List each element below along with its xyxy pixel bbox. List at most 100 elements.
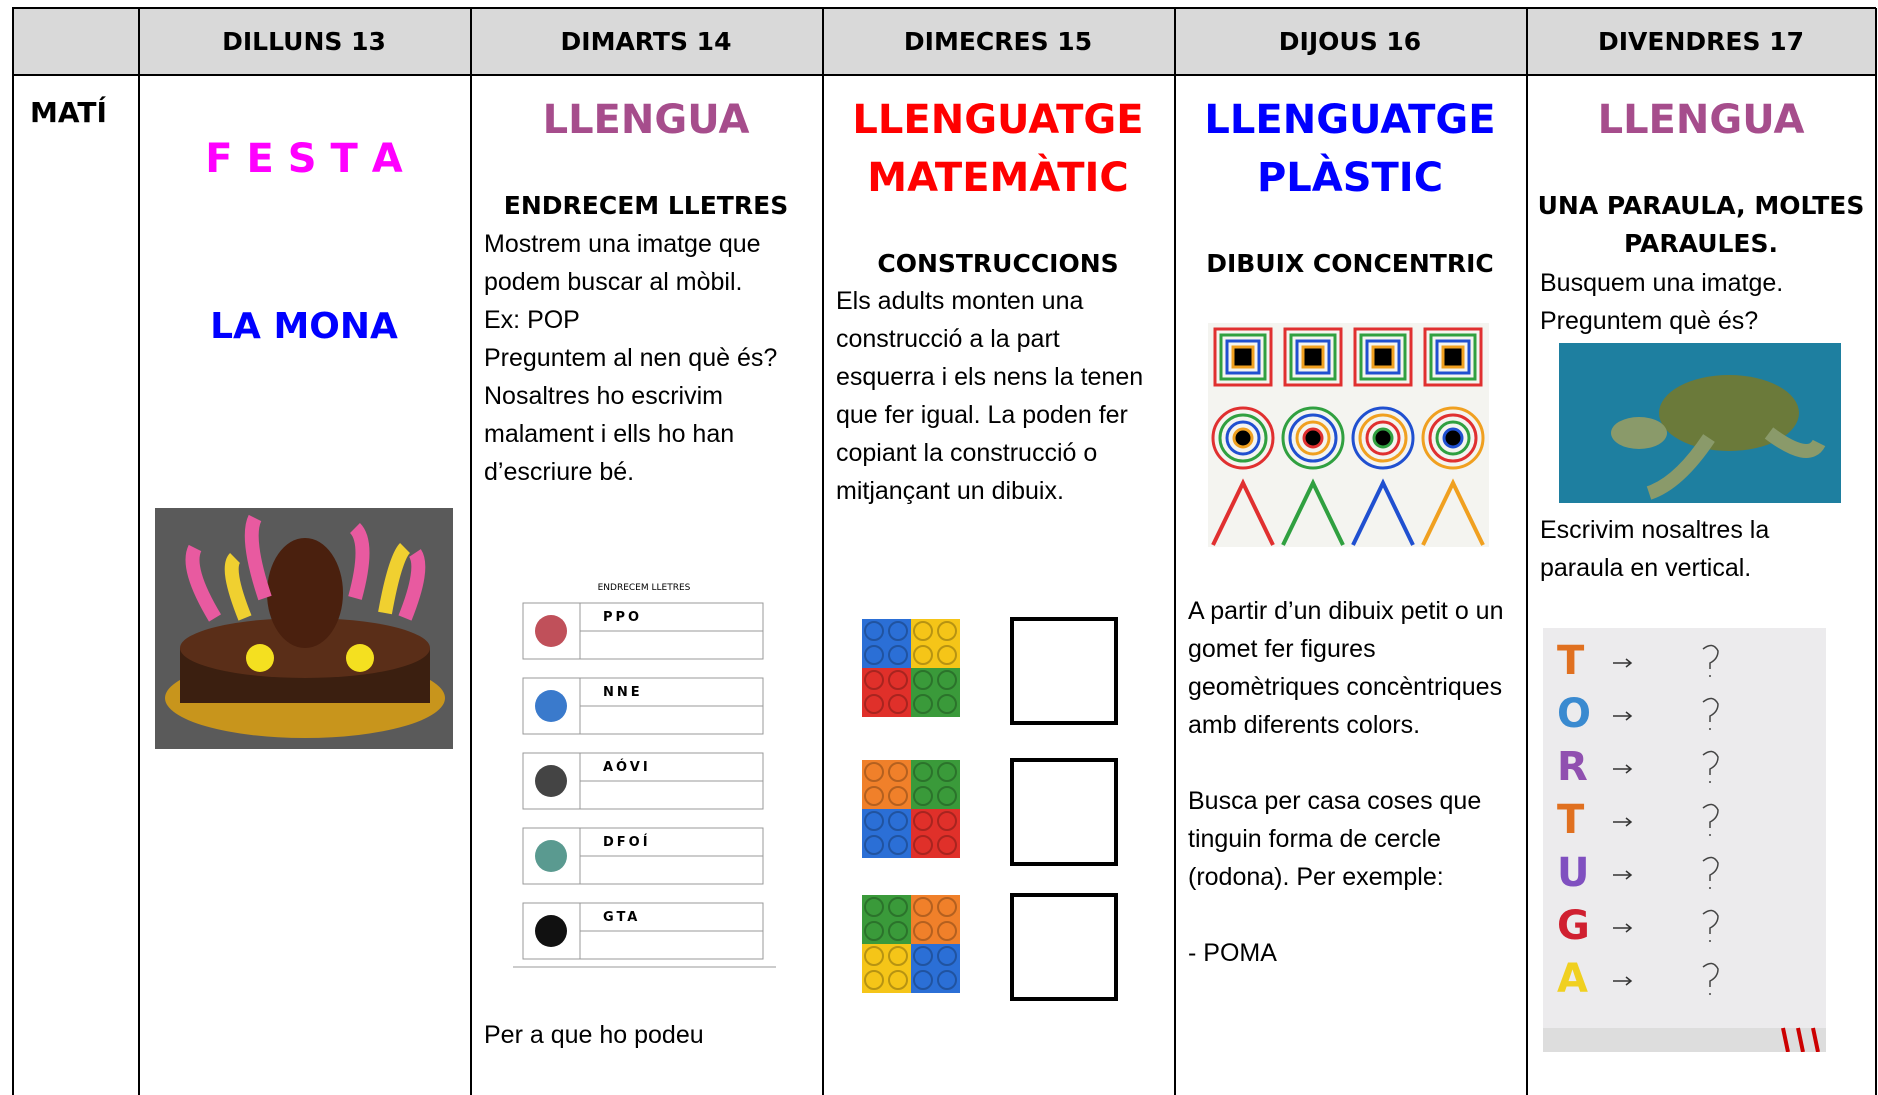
border — [12, 74, 1876, 76]
lego-stud — [937, 946, 957, 966]
lego-stud — [937, 621, 957, 641]
lego-stud — [864, 946, 884, 966]
day-header: DIMARTS 14 — [560, 27, 732, 56]
tortuga-arrow — [1613, 923, 1633, 933]
lego-stud — [864, 645, 884, 665]
lego-brick — [911, 944, 960, 993]
lego-image — [862, 617, 1118, 1001]
lego-stud — [937, 762, 957, 782]
lego-stud — [913, 835, 933, 855]
paragraph: Preguntem al nen què és? Nosaltres ho es… — [484, 344, 778, 486]
day-header: DIVENDRES 17 — [1598, 27, 1804, 56]
lego-stud — [864, 835, 884, 855]
concentric-triangle — [1281, 478, 1345, 546]
lego-stud — [888, 621, 908, 641]
lego-brick — [862, 944, 911, 993]
cell-subtitle: LA MONA — [210, 306, 398, 347]
lego-stud — [937, 786, 957, 806]
lego-stud — [864, 921, 884, 941]
day-header: DIMECRES 15 — [903, 27, 1093, 56]
concentric-square — [1213, 327, 1273, 387]
worksheet-word: GTA — [603, 910, 640, 925]
border — [1875, 8, 1877, 1095]
tortuga-letter: T — [1557, 638, 1585, 684]
concentric-circle — [1442, 427, 1464, 449]
lego-stud — [937, 835, 957, 855]
border — [1174, 8, 1176, 1095]
tortuga-blank — [1702, 750, 1719, 783]
lego-stud — [888, 670, 908, 690]
tortuga-letter: G — [1557, 903, 1590, 949]
lego-stud — [913, 897, 933, 917]
tortuga-blank — [1702, 909, 1719, 942]
cell-subject: LLENGUATGE PLÀSTIC — [1204, 97, 1496, 201]
cell-text: Busquem una imatge. Preguntem què és? — [1540, 269, 1784, 335]
concentric-circle — [1232, 427, 1254, 449]
paragraph: Els adults monten una construcció a la p… — [836, 287, 1144, 505]
lego-stud — [937, 645, 957, 665]
lego-stud — [937, 897, 957, 917]
lego-stud — [913, 811, 933, 831]
tortuga-blank — [1702, 962, 1719, 995]
border — [822, 8, 824, 1095]
worksheet-word: DFOÍ — [603, 834, 651, 850]
lego-stud — [864, 621, 884, 641]
concentric-circle — [1372, 427, 1394, 449]
lego-stud — [864, 670, 884, 690]
cake-image — [155, 508, 453, 749]
row-label: MATÍ — [30, 96, 107, 129]
lego-brick — [911, 619, 960, 668]
cell-subject: LLENGUA — [1597, 97, 1805, 143]
concentric-circle — [1435, 420, 1471, 456]
worksheet-word: AÓVI — [603, 759, 651, 775]
concentric-square — [1219, 333, 1267, 381]
concentric-circle — [1421, 406, 1485, 470]
worksheet-word: NNE — [603, 685, 643, 700]
lego-stud — [888, 694, 908, 714]
lego-stud — [888, 811, 908, 831]
concentric-circle — [1428, 413, 1478, 463]
lego-stud — [937, 670, 957, 690]
lego-stud — [913, 645, 933, 665]
concentric-image — [1208, 323, 1489, 547]
lego-stud — [864, 811, 884, 831]
lego-stud — [888, 645, 908, 665]
concentric-circle — [1351, 406, 1415, 470]
concentric-square — [1283, 327, 1343, 387]
lego-stud — [888, 762, 908, 782]
worksheet-icon — [535, 915, 567, 947]
tortuga-arrow — [1613, 658, 1633, 668]
lego-brick — [862, 619, 911, 668]
tortuga-letter: U — [1557, 850, 1589, 896]
lego-stud — [913, 621, 933, 641]
tortuga-arrow — [1613, 976, 1633, 986]
tortuga-arrow — [1613, 764, 1633, 774]
paragraph: Busca per casa coses que tinguin forma d… — [1188, 787, 1482, 891]
tortuga-blank — [1702, 644, 1719, 677]
concentric-square — [1441, 345, 1465, 369]
cell-subject: LLENGUA — [542, 97, 750, 143]
lego-stud — [913, 762, 933, 782]
cell-activity: UNA PARAULA, MOLTES PARAULES. — [1537, 191, 1865, 258]
worksheet-word: PPO — [603, 610, 642, 625]
lego-brick — [862, 760, 911, 809]
lego-stud — [888, 786, 908, 806]
concentric-square — [1435, 339, 1471, 375]
lego-stud — [864, 694, 884, 714]
tortuga-letter: A — [1557, 956, 1588, 1002]
border — [1526, 8, 1528, 1095]
concentric-square — [1225, 339, 1261, 375]
concentric-triangle — [1351, 478, 1415, 546]
lego-brick — [911, 809, 960, 858]
concentric-circle — [1288, 413, 1338, 463]
lego-stud — [913, 946, 933, 966]
tortuga-arrow — [1613, 711, 1633, 721]
border — [470, 8, 472, 1095]
cell-title: F E S T A — [205, 136, 403, 182]
cell-activity: CONSTRUCCIONS — [877, 249, 1119, 278]
cell-text: Mostrem una imatge que podem buscar al m… — [484, 225, 806, 491]
lego-stud — [864, 786, 884, 806]
lego-stud — [913, 694, 933, 714]
